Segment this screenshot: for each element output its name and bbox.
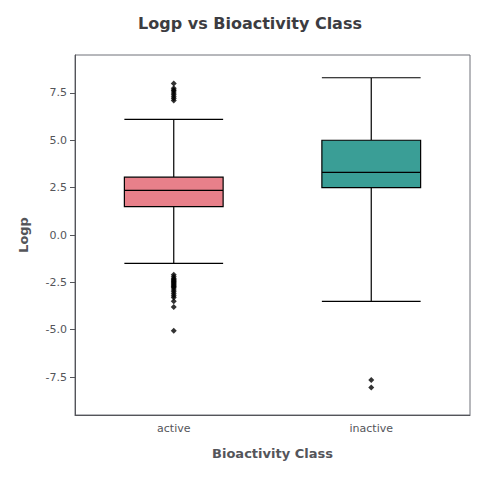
svg-text:2.5: 2.5 <box>50 181 68 194</box>
svg-text:7.5: 7.5 <box>50 86 68 99</box>
svg-text:-5.0: -5.0 <box>46 323 67 336</box>
svg-text:active: active <box>157 422 191 435</box>
svg-text:5.0: 5.0 <box>50 134 68 147</box>
svg-text:-2.5: -2.5 <box>46 276 67 289</box>
svg-text:Logp: Logp <box>16 217 31 253</box>
svg-text:Bioactivity Class: Bioactivity Class <box>212 446 333 461</box>
svg-text:Logp vs Bioactivity Class: Logp vs Bioactivity Class <box>138 14 362 33</box>
svg-text:inactive: inactive <box>350 422 394 435</box>
svg-text:0.0: 0.0 <box>50 229 68 242</box>
svg-text:-7.5: -7.5 <box>46 371 67 384</box>
